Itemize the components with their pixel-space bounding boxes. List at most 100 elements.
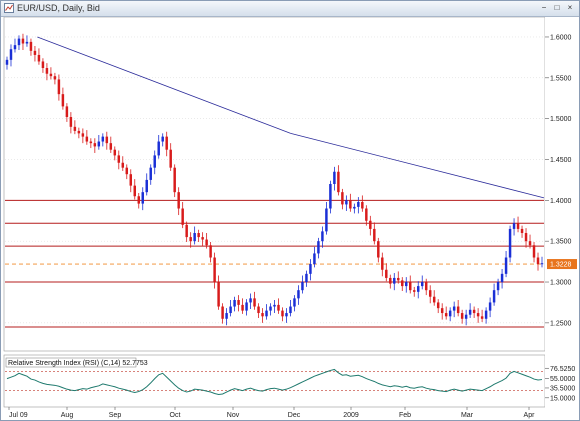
candle-body[interactable] [452,306,456,311]
candle-body[interactable] [369,220,372,229]
candle-body[interactable] [524,233,528,242]
candle-body[interactable] [161,136,164,142]
candle-body[interactable] [137,196,140,204]
candle-body[interactable] [157,141,160,156]
candle-body[interactable] [496,282,500,291]
candle-body[interactable] [101,136,105,142]
candle-body[interactable] [472,309,476,314]
candle-body[interactable] [21,38,25,44]
candle-body[interactable] [93,143,97,147]
candle-body[interactable] [528,241,532,246]
candle-body[interactable] [325,208,328,232]
candle-body[interactable] [245,302,248,311]
candle-body[interactable] [165,136,168,150]
candle-body[interactable] [233,299,236,307]
candle-body[interactable] [393,277,396,284]
candle-body[interactable] [241,304,244,311]
candle-body[interactable] [277,304,280,311]
candle-body[interactable] [432,296,436,303]
candle-body[interactable] [468,309,472,315]
candle-body[interactable] [237,299,240,305]
candle-body[interactable] [273,304,276,307]
candle-body[interactable] [37,54,41,62]
candle-body[interactable] [516,223,520,229]
candle-body[interactable] [221,306,224,319]
candle-body[interactable] [492,290,496,303]
candle-body[interactable] [149,167,152,180]
candle-body[interactable] [377,241,380,258]
candle-body[interactable] [261,313,264,317]
candle-body[interactable] [57,79,61,95]
candle-body[interactable] [397,277,400,281]
candle-body[interactable] [309,264,312,274]
candle-body[interactable] [117,155,121,163]
candle-body[interactable] [105,136,109,144]
candle-body[interactable] [329,184,332,209]
candle-body[interactable] [361,201,364,209]
candle-body[interactable] [181,208,184,225]
candle-body[interactable] [349,200,352,209]
candle-body[interactable] [257,306,260,314]
candle-body[interactable] [61,94,65,107]
candle-body[interactable] [428,290,432,297]
candle-body[interactable] [297,290,300,299]
candle-body[interactable] [73,126,77,131]
candle-body[interactable] [253,298,256,307]
candle-body[interactable] [293,298,296,307]
candle-body[interactable] [460,313,464,319]
candle-body[interactable] [213,257,216,283]
candle-body[interactable] [353,206,356,209]
candle-body[interactable] [225,313,228,319]
candle-body[interactable] [49,73,53,77]
candle-body[interactable] [85,136,89,142]
candle-body[interactable] [504,257,508,274]
candle-body[interactable] [65,106,69,118]
candle-body[interactable] [285,313,288,317]
candle-body[interactable] [448,310,452,317]
candle-body[interactable] [177,192,180,209]
title-bar[interactable]: EUR/USD, Daily, Bid − □ × [1,1,579,17]
candle-body[interactable] [205,239,208,246]
candle-body[interactable] [9,49,13,60]
candle-body[interactable] [185,224,188,238]
candle-body[interactable] [289,306,292,314]
candle-body[interactable] [133,185,136,197]
candle-body[interactable] [129,174,133,186]
candle-body[interactable] [405,282,408,287]
candle-body[interactable] [269,306,272,311]
candle-body[interactable] [500,273,504,283]
candle-body[interactable] [197,233,200,238]
candle-body[interactable] [365,208,368,221]
candle-body[interactable] [81,133,85,137]
candle-body[interactable] [305,273,308,283]
candle-body[interactable] [33,50,37,55]
candle-body[interactable] [5,59,9,65]
candle-body[interactable] [512,223,516,229]
candle-body[interactable] [53,76,57,80]
candle-body[interactable] [420,282,424,287]
candle-body[interactable] [121,162,125,168]
candle-body[interactable] [357,201,360,207]
candle-body[interactable] [301,282,304,291]
candle-body[interactable] [13,45,17,50]
candle-body[interactable] [189,237,192,242]
candle-body[interactable] [416,286,420,292]
candle-body[interactable] [333,171,336,184]
candle-body[interactable] [265,310,268,317]
candle-body[interactable] [169,149,172,168]
candle-body[interactable] [456,306,460,314]
candle-body[interactable] [193,233,196,242]
candle-body[interactable] [381,257,384,270]
candle-body[interactable] [341,192,344,205]
candle-body[interactable] [488,302,492,311]
chart-canvas[interactable]: 1.6000 1.5500 1.5000 1.4500 1.4000 1.3500 1.30… [1,17,579,420]
candle-body[interactable] [385,269,388,278]
candle-body[interactable] [125,167,129,175]
candle-body[interactable] [109,143,113,150]
candle-body[interactable] [536,257,540,265]
candle-body[interactable] [249,298,252,303]
candle-body[interactable] [436,302,440,309]
candle-body[interactable] [317,241,320,254]
candle-body[interactable] [484,310,488,319]
candle-body[interactable] [17,38,21,46]
